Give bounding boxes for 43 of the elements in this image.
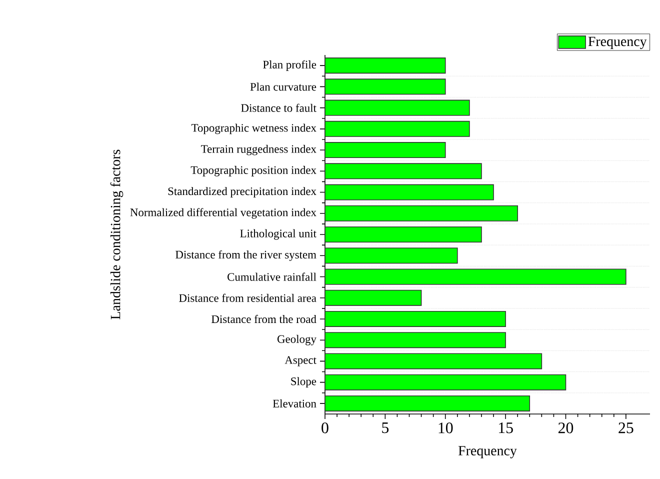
x-tick-label: 5 — [382, 422, 389, 434]
y-tick-label: Slope — [291, 377, 316, 388]
bar — [324, 226, 482, 243]
bar — [324, 184, 494, 200]
x-tick-label: 10 — [438, 422, 453, 434]
bar — [324, 58, 446, 74]
y-tick-label: Topographic position index — [190, 166, 316, 176]
x-tick-label: 25 — [618, 422, 634, 434]
bar — [324, 310, 506, 327]
bar — [324, 100, 470, 116]
y-tick-label: Plan curvature — [250, 82, 316, 91]
bar — [324, 290, 422, 306]
bar — [324, 120, 470, 137]
bar — [324, 374, 566, 390]
y-tick-label: Geology — [277, 334, 316, 346]
y-tick-label: Cumulative rainfall — [228, 272, 316, 281]
y-tick-label: Distance from residential area — [179, 294, 316, 302]
bar — [324, 353, 542, 370]
y-axis-title: Landslide conditioning factors — [110, 150, 124, 320]
y-tick-label: Elevation — [272, 399, 316, 408]
bar — [324, 332, 506, 348]
x-tick-label: 0 — [322, 422, 328, 434]
y-tick-label: Distance to fault — [241, 104, 316, 112]
x-tick-label: 15 — [498, 422, 513, 434]
y-tick-label: Standardized precipitation index — [168, 187, 316, 198]
bar — [324, 268, 626, 285]
y-tick-label: Normalized differential vegetation index — [130, 208, 316, 219]
y-tick-label: Aspect — [284, 356, 316, 366]
y-tick-label: Lithological unit — [240, 229, 316, 240]
x-axis-title: Frequency — [458, 446, 517, 458]
y-tick-label: Terrain ruggedness index — [201, 144, 316, 156]
legend-label: Frequency — [588, 36, 647, 50]
x-tick-label: 20 — [558, 422, 574, 434]
bar — [324, 205, 518, 222]
bar — [324, 163, 482, 180]
bar — [324, 248, 458, 264]
y-tick-label: Distance from the road — [212, 314, 316, 324]
y-tick-label: Topographic wetness index — [191, 124, 316, 134]
bar — [324, 142, 446, 158]
y-tick-label: Distance from the river system — [176, 250, 316, 261]
y-tick-label: Plan profile — [263, 60, 316, 71]
bar — [324, 395, 530, 412]
bar — [324, 78, 446, 95]
